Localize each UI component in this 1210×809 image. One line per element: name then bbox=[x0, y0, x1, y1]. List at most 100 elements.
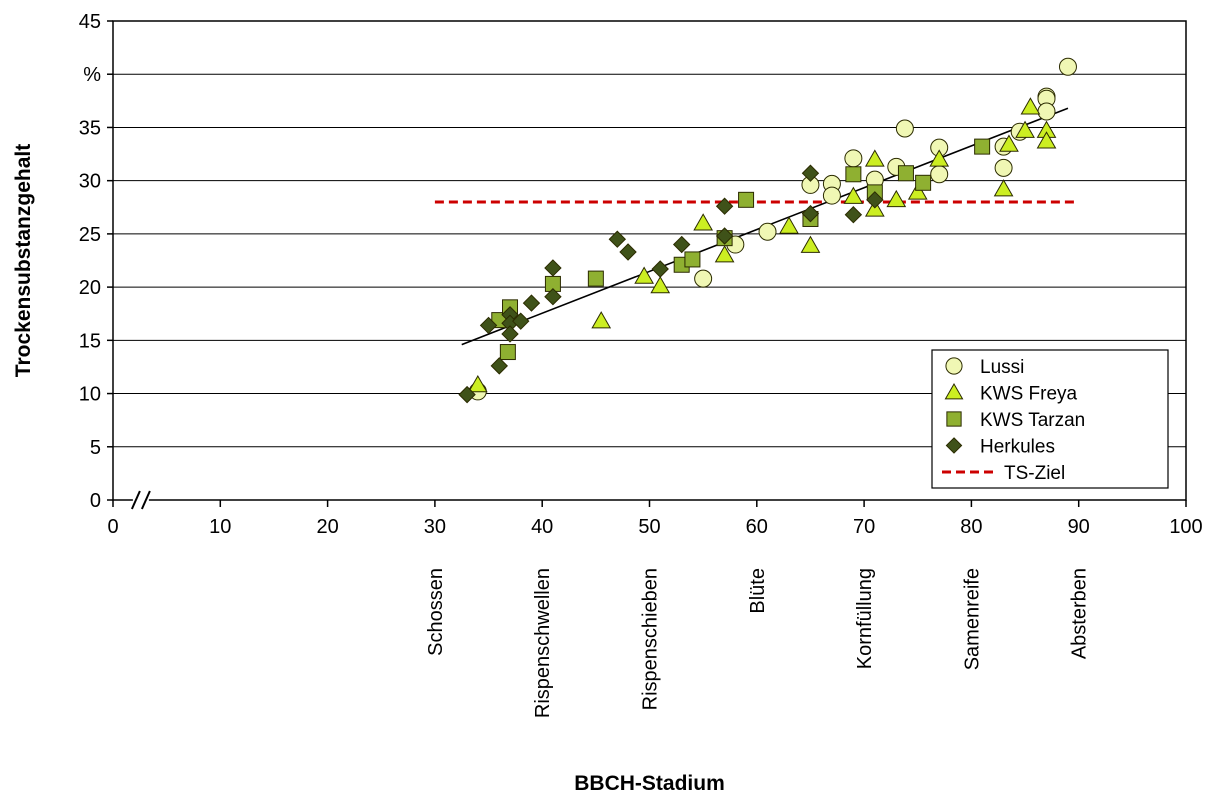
x-tick-label: 20 bbox=[316, 516, 338, 538]
data-point-kws-freya bbox=[650, 276, 671, 294]
data-point-lussi bbox=[1037, 102, 1056, 121]
data-point-herkules bbox=[544, 259, 562, 277]
data-point-kws-tarzan bbox=[587, 270, 604, 287]
x-tick-label: 0 bbox=[107, 516, 118, 538]
axis-break-mark bbox=[130, 490, 151, 510]
data-point-kws-freya bbox=[907, 182, 928, 200]
data-point-kws-freya bbox=[800, 235, 821, 253]
data-point-kws-tarzan bbox=[499, 344, 516, 361]
y-tick-label: 30 bbox=[79, 171, 101, 193]
stage-label: Blüte bbox=[747, 568, 769, 614]
y-axis-title: Trockensubstanzgehalt bbox=[12, 144, 35, 377]
x-tick-label: 10 bbox=[209, 516, 231, 538]
x-tick-label: 100 bbox=[1169, 516, 1202, 538]
data-point-lussi bbox=[1058, 57, 1077, 76]
data-point-lussi bbox=[895, 119, 914, 138]
x-tick-label: 30 bbox=[424, 516, 446, 538]
data-point-kws-freya bbox=[634, 266, 654, 284]
x-tick-label: 60 bbox=[746, 516, 768, 538]
x-axis-ticks: 0 10 20 30 40 50 60 70 80 90 100 bbox=[107, 500, 1203, 538]
legend-marker bbox=[944, 382, 964, 400]
y-tick-label: 25 bbox=[79, 224, 101, 246]
data-point-herkules bbox=[512, 312, 530, 330]
legend-marker bbox=[946, 411, 962, 427]
legend-label: KWS Tarzan bbox=[980, 410, 1085, 431]
legend: Lussi KWS Freya KWS Tarzan Herkules TS-Ziel bbox=[931, 349, 1169, 489]
data-point-kws-freya bbox=[1036, 131, 1057, 149]
stage-label: Kornfüllung bbox=[854, 568, 876, 669]
legend-marker bbox=[945, 437, 963, 454]
stage-labels: Schossen Rispenschwellen Rispenschieben Blü… bbox=[425, 568, 1091, 718]
data-point-lussi bbox=[822, 186, 841, 205]
x-tick-label: 70 bbox=[853, 516, 875, 538]
data-point-herkules bbox=[490, 357, 508, 375]
data-point-lussi bbox=[844, 149, 863, 168]
data-point-kws-freya bbox=[714, 245, 735, 263]
legend-label: Lussi bbox=[980, 357, 1024, 378]
data-point-herkules bbox=[522, 294, 541, 312]
stage-label: Rispenschieben bbox=[640, 568, 662, 710]
legend-label: Herkules bbox=[980, 437, 1055, 458]
y-tick-label: 0 bbox=[90, 490, 101, 512]
data-point-kws-freya bbox=[779, 216, 799, 234]
data-point-herkules bbox=[458, 385, 476, 404]
data-point-lussi bbox=[694, 269, 713, 288]
y-tick-label: 5 bbox=[90, 437, 101, 459]
data-point-kws-freya bbox=[929, 149, 950, 167]
y-axis-unit-label: % bbox=[83, 64, 101, 86]
data-point-kws-freya bbox=[864, 149, 885, 167]
data-point-herkules bbox=[801, 204, 820, 223]
data-point-herkules bbox=[672, 235, 691, 254]
legend-box bbox=[931, 349, 1169, 489]
data-point-herkules bbox=[715, 227, 734, 245]
data-point-herkules bbox=[608, 230, 627, 248]
data-point-kws-tarzan bbox=[845, 166, 862, 183]
grid-lines bbox=[113, 73, 1186, 448]
legend-label: TS-Ziel bbox=[1004, 463, 1065, 484]
legend-marker bbox=[945, 357, 963, 375]
data-point-kws-tarzan bbox=[738, 191, 755, 208]
data-point-kws-freya bbox=[999, 134, 1019, 152]
data-point-kws-tarzan bbox=[915, 174, 932, 191]
y-tick-label: 20 bbox=[79, 277, 101, 299]
data-point-kws-freya bbox=[1015, 120, 1035, 138]
y-tick-label: 10 bbox=[79, 384, 101, 406]
data-point-kws-freya bbox=[591, 311, 612, 329]
data-point-kws-freya bbox=[1020, 97, 1041, 115]
data-point-kws-tarzan bbox=[974, 138, 991, 155]
axis-break-slash bbox=[130, 490, 141, 510]
y-tick-label: 15 bbox=[79, 330, 101, 352]
data-point-herkules bbox=[651, 260, 669, 278]
series-kws-freya bbox=[467, 97, 1057, 393]
series-herkules bbox=[458, 164, 884, 404]
data-point-herkules bbox=[619, 243, 637, 261]
data-point-kws-freya bbox=[693, 213, 714, 231]
data-point-herkules bbox=[479, 316, 498, 335]
y-tick-label: 45 bbox=[79, 11, 101, 33]
data-point-lussi bbox=[758, 222, 777, 241]
series-lussi bbox=[468, 57, 1077, 401]
data-points bbox=[458, 57, 1077, 404]
stage-label: Rispenschwellen bbox=[532, 568, 554, 718]
x-axis-title: BBCH-Stadium bbox=[574, 772, 725, 795]
x-tick-label: 80 bbox=[960, 516, 982, 538]
axis-break-slash bbox=[140, 490, 151, 510]
data-point-herkules bbox=[866, 191, 884, 209]
data-point-herkules bbox=[844, 206, 863, 224]
y-tick-label: 35 bbox=[79, 117, 101, 139]
y-axis-ticks: 0 5 10 15 20 25 30 35 45 bbox=[79, 11, 113, 512]
data-point-kws-tarzan bbox=[684, 251, 701, 268]
data-point-kws-freya bbox=[886, 189, 907, 208]
data-point-lussi bbox=[930, 165, 949, 184]
data-point-lussi bbox=[994, 158, 1013, 177]
x-tick-label: 90 bbox=[1068, 516, 1090, 538]
x-tick-label: 50 bbox=[638, 516, 660, 538]
stage-label: Schossen bbox=[425, 568, 447, 656]
x-tick-label: 40 bbox=[531, 516, 553, 538]
data-point-herkules bbox=[801, 164, 820, 182]
stage-label: Absterben bbox=[1069, 568, 1091, 659]
data-point-herkules bbox=[544, 287, 562, 306]
data-point-kws-freya bbox=[993, 179, 1014, 197]
